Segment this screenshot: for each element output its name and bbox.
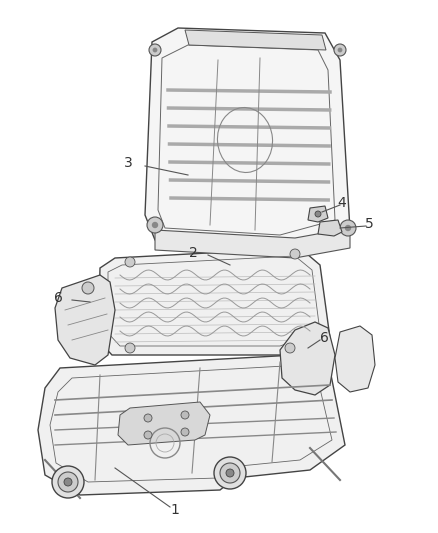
Circle shape xyxy=(82,282,94,294)
Circle shape xyxy=(125,257,135,267)
Polygon shape xyxy=(308,206,328,222)
Circle shape xyxy=(64,478,72,486)
Circle shape xyxy=(285,343,295,353)
Text: 3: 3 xyxy=(124,156,132,170)
Circle shape xyxy=(181,428,189,436)
Circle shape xyxy=(290,249,300,259)
Text: 1: 1 xyxy=(170,503,180,517)
Polygon shape xyxy=(118,402,210,445)
Circle shape xyxy=(152,47,157,52)
Polygon shape xyxy=(185,30,326,50)
Text: 6: 6 xyxy=(320,331,328,345)
Circle shape xyxy=(220,463,240,483)
Circle shape xyxy=(125,343,135,353)
Polygon shape xyxy=(280,322,335,395)
Circle shape xyxy=(226,469,234,477)
Text: 5: 5 xyxy=(364,217,373,231)
Circle shape xyxy=(214,457,246,489)
Text: 2: 2 xyxy=(189,246,198,260)
Circle shape xyxy=(338,47,343,52)
Circle shape xyxy=(144,431,152,439)
Circle shape xyxy=(52,466,84,498)
Circle shape xyxy=(315,211,321,217)
Circle shape xyxy=(345,225,351,231)
Text: 4: 4 xyxy=(338,196,346,210)
Circle shape xyxy=(58,472,78,492)
Polygon shape xyxy=(38,355,345,495)
Circle shape xyxy=(144,414,152,422)
Polygon shape xyxy=(155,228,350,258)
Circle shape xyxy=(149,44,161,56)
Polygon shape xyxy=(335,326,375,392)
Polygon shape xyxy=(145,28,350,248)
Circle shape xyxy=(152,222,158,228)
Polygon shape xyxy=(318,220,342,236)
Circle shape xyxy=(340,220,356,236)
Circle shape xyxy=(147,217,163,233)
Polygon shape xyxy=(98,248,330,355)
Circle shape xyxy=(181,411,189,419)
Text: 6: 6 xyxy=(53,291,63,305)
Circle shape xyxy=(334,44,346,56)
Polygon shape xyxy=(55,275,115,365)
